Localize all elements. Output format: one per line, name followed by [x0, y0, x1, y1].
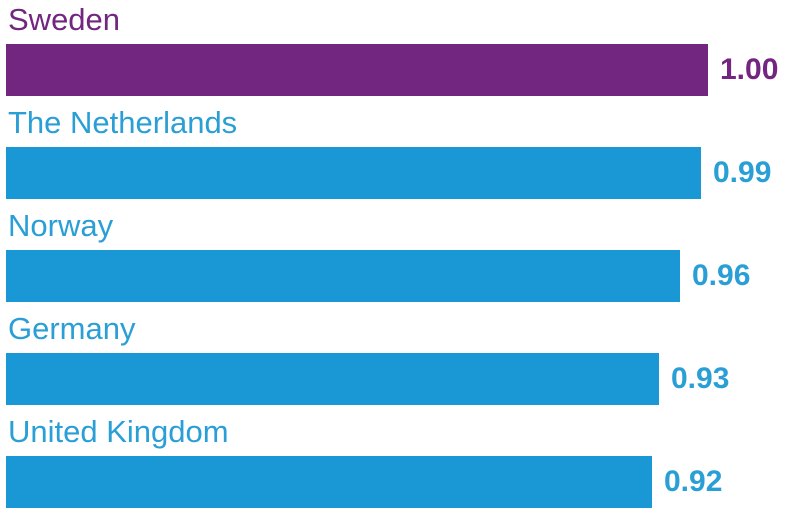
value-label: 0.96 — [692, 259, 751, 292]
category-label: Germany — [8, 311, 136, 346]
value-label: 0.92 — [664, 465, 723, 498]
bar — [6, 147, 701, 199]
bar — [6, 44, 708, 96]
bar — [6, 456, 652, 508]
category-label: Sweden — [8, 2, 121, 37]
bar-row: United Kingdom 0.92 — [0, 412, 800, 515]
bar-row: Norway 0.96 — [0, 206, 800, 309]
value-label: 0.99 — [713, 156, 772, 189]
category-label: The Netherlands — [8, 105, 238, 140]
bar — [6, 353, 659, 405]
category-label: United Kingdom — [8, 414, 229, 449]
value-label: 1.00 — [720, 53, 779, 86]
category-label: Norway — [8, 208, 114, 243]
bar-row: Germany 0.93 — [0, 309, 800, 412]
bar — [6, 250, 680, 302]
bar-row: Sweden 1.00 — [0, 0, 800, 103]
bar-row: The Netherlands 0.99 — [0, 103, 800, 206]
value-label: 0.93 — [671, 362, 730, 395]
